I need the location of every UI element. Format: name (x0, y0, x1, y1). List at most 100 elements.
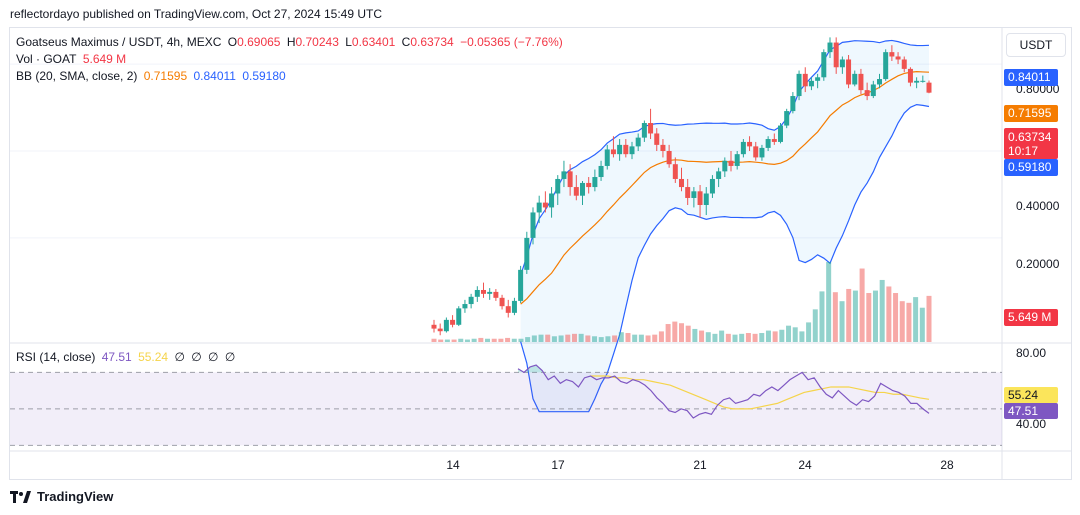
rsi-empty-1: ∅ (174, 350, 185, 364)
volume-bar (859, 268, 865, 342)
candle-body (808, 80, 814, 87)
volume-bar (839, 301, 845, 342)
candle-body (889, 52, 895, 57)
volume-bar (712, 333, 718, 342)
legend-rsi[interactable]: RSI (14, close) 47.51 55.24 ∅ ∅ ∅ ∅ (16, 349, 238, 365)
volume-bar (538, 334, 544, 342)
rsi-overbought-fill (518, 365, 543, 373)
candle-body (722, 160, 728, 172)
brand-name: TradingView (37, 489, 114, 504)
volume-bar (598, 337, 604, 342)
volume-bar (772, 331, 778, 342)
rsi-empty-4: ∅ (224, 350, 236, 364)
candle-body (901, 59, 907, 69)
volume-bar (658, 331, 664, 342)
candle-body (784, 111, 790, 126)
rsi-label: RSI (14, close) (16, 350, 96, 364)
volume-bar (558, 335, 564, 342)
candle-body (846, 59, 852, 85)
candle-body (487, 291, 493, 294)
publish-info: reflectordayo published on TradingView.c… (10, 7, 382, 21)
volume-bar (444, 339, 450, 342)
candle-body (530, 212, 536, 238)
tradingview-logo[interactable]: TradingView (10, 489, 113, 504)
candle-body (511, 300, 517, 313)
time-tick: 28 (940, 458, 954, 472)
volume-bar (505, 337, 511, 342)
volume-bar (451, 339, 457, 342)
rsi-empty-2: ∅ (191, 350, 202, 364)
candle-body (536, 202, 542, 213)
candle-body (660, 144, 666, 151)
candle-body (474, 289, 480, 297)
candle-body (648, 123, 654, 134)
candle-body (815, 77, 821, 81)
legend-bollinger[interactable]: BB (20, SMA, close, 2) 0.71595 0.84011 0… (16, 68, 289, 84)
candle-body (450, 319, 456, 325)
volume-bar (645, 335, 651, 342)
candle-body (790, 96, 796, 112)
low-label: L (345, 35, 352, 49)
symbol-label[interactable]: Goatseus Maximus / USDT, 4h, MEXC (16, 35, 222, 49)
volume-bar (752, 333, 758, 342)
volume-bar (886, 286, 892, 342)
volume-bar (672, 321, 678, 342)
candle-body (883, 52, 889, 80)
volume-bar (739, 333, 745, 342)
currency-button[interactable]: USDT (1006, 33, 1066, 57)
candle-body (821, 52, 827, 78)
candle-body (852, 73, 858, 85)
volume-bar (665, 324, 671, 342)
candle-body (907, 68, 913, 83)
rsi-ma-line (590, 375, 930, 410)
candle-body (641, 123, 647, 138)
time-tick: 17 (551, 458, 565, 472)
volume-bar (531, 335, 537, 342)
rsi-tag: 47.51 (1004, 403, 1058, 419)
candle-body (672, 164, 678, 179)
last-price: 0.63734 (1008, 130, 1052, 144)
volume-bar (799, 331, 805, 342)
volume-bar (625, 333, 631, 342)
volume-bar (866, 293, 872, 342)
volume-bar (719, 330, 725, 342)
candle-body (926, 82, 932, 93)
candle-body (864, 90, 870, 97)
candle-body (499, 297, 505, 307)
candle-body (709, 178, 715, 194)
volume-bar (893, 293, 899, 342)
volume-bar (692, 328, 698, 342)
volume-bar (438, 339, 444, 342)
volume-bar (832, 292, 838, 342)
candle-body (617, 144, 623, 155)
low-value: 0.63401 (351, 35, 396, 49)
volume-bar (565, 334, 571, 342)
volume-bar (585, 335, 591, 342)
candle-body (604, 149, 610, 166)
candle-body (592, 177, 598, 188)
legend-volume[interactable]: Vol · GOAT 5.649 M (16, 51, 129, 67)
candle-body (635, 137, 641, 147)
bb-upper-line (520, 39, 930, 276)
rsi-line (517, 364, 930, 419)
time-tick: 21 (693, 458, 707, 472)
candle-body (561, 171, 567, 179)
candle-body (505, 306, 511, 313)
volume-bar (491, 338, 497, 342)
candle-body (542, 202, 548, 208)
candle-body (437, 328, 443, 332)
candle-body (586, 182, 592, 188)
bb-fill (520, 40, 929, 412)
volume-bar (679, 323, 684, 342)
volume-bar (471, 338, 477, 342)
candle-body (654, 133, 660, 145)
candle-body (870, 84, 876, 97)
bb-basis-tag: 0.71595 (1004, 105, 1058, 122)
volume-tag: 5.649 M (1004, 309, 1058, 326)
candle-body (747, 141, 753, 147)
candle-body (697, 191, 703, 205)
candle-body (598, 165, 604, 178)
candle-body (778, 125, 783, 142)
candle-body (839, 59, 845, 68)
